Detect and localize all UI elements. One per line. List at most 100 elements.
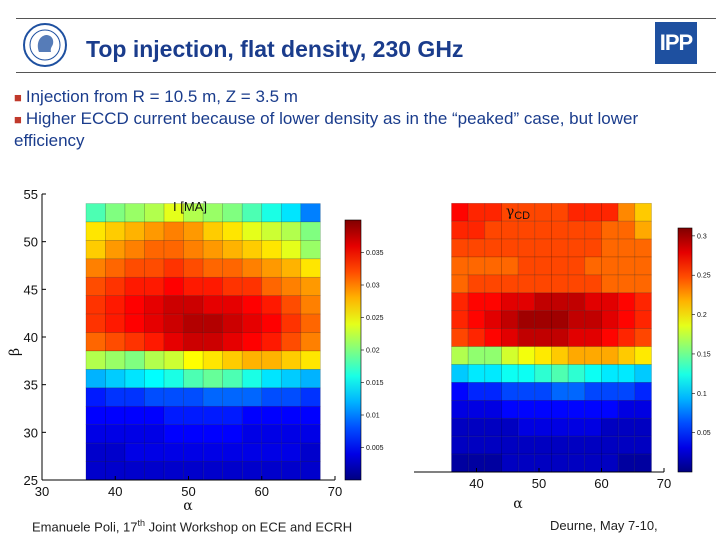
heatmap-cell bbox=[163, 461, 184, 481]
heatmap-cell bbox=[261, 313, 282, 333]
heatmap-cell bbox=[300, 442, 321, 462]
heatmap-cell bbox=[85, 387, 106, 407]
institute-seal-logo bbox=[23, 23, 67, 67]
heatmap-cell bbox=[601, 417, 619, 437]
heatmap-cell bbox=[601, 310, 619, 329]
heatmap-cell bbox=[300, 295, 321, 315]
heatmap-cell bbox=[617, 256, 636, 276]
heatmap-cell bbox=[85, 295, 106, 315]
heatmap-cell bbox=[202, 295, 223, 315]
heatmap-cell bbox=[105, 387, 126, 407]
heatmap-cell bbox=[124, 276, 145, 296]
heatmap-cell bbox=[124, 295, 145, 315]
heatmap-cell bbox=[144, 221, 165, 241]
heatmap-cell bbox=[85, 221, 106, 241]
heatmap-cell bbox=[551, 220, 569, 240]
heatmap-cell bbox=[467, 364, 486, 383]
heatmap-cell bbox=[105, 442, 126, 462]
heatmap-cell bbox=[601, 292, 619, 312]
heatmap-cell bbox=[567, 346, 586, 365]
heatmap-cell bbox=[222, 258, 243, 278]
heatmap-cell bbox=[634, 453, 652, 473]
heatmap-cell bbox=[144, 313, 165, 333]
heatmap-cell bbox=[183, 405, 204, 426]
heatmap-cell bbox=[163, 313, 184, 333]
heatmap-cell bbox=[144, 442, 165, 462]
y-tick-label: 25 bbox=[24, 473, 38, 488]
heatmap-cell bbox=[222, 295, 243, 315]
heatmap-cell bbox=[467, 256, 486, 276]
heatmap-cell bbox=[451, 310, 469, 329]
heatmap-cell bbox=[183, 350, 204, 370]
heatmap-cell bbox=[280, 221, 302, 241]
heatmap-cell bbox=[222, 221, 243, 241]
heatmap-cell bbox=[261, 387, 282, 407]
heatmap-cell bbox=[300, 405, 321, 426]
heatmap-cell bbox=[222, 332, 243, 352]
heatmap-cell bbox=[261, 276, 282, 296]
heatmap-cell bbox=[202, 369, 223, 389]
heatmap-cell bbox=[467, 417, 486, 437]
heatmap-cell bbox=[85, 258, 106, 278]
heatmap-cell bbox=[584, 417, 602, 437]
heatmap-cell bbox=[280, 424, 302, 444]
x-axis-label: α bbox=[513, 496, 523, 512]
heatmap-cell bbox=[222, 442, 243, 462]
y-tick-label: 30 bbox=[24, 425, 38, 440]
heatmap-cell bbox=[634, 400, 652, 419]
heatmap-cell bbox=[241, 461, 263, 481]
heatmap-cell bbox=[241, 295, 263, 315]
heatmap-cell bbox=[124, 221, 145, 241]
heatmap-cell bbox=[300, 203, 321, 223]
heatmap-cell bbox=[584, 382, 602, 401]
heatmap-cell bbox=[467, 292, 486, 312]
y-tick-label: 35 bbox=[24, 378, 38, 393]
heatmap-cell bbox=[634, 382, 652, 401]
heatmap-cell bbox=[300, 369, 321, 389]
heatmap-cell bbox=[222, 313, 243, 333]
heatmap-cell bbox=[451, 328, 469, 347]
page-title: Top injection, flat density, 230 GHz bbox=[86, 36, 464, 62]
heatmap-cell bbox=[163, 405, 184, 426]
x-tick-label: 70 bbox=[328, 484, 342, 499]
y-tick-label: 45 bbox=[24, 282, 38, 297]
heatmap-cell bbox=[183, 387, 204, 407]
heatmap-cell bbox=[105, 295, 126, 315]
heatmap-cell bbox=[183, 369, 204, 389]
heatmap-cell bbox=[534, 274, 552, 294]
heatmap-cell bbox=[584, 453, 602, 473]
heatmap-cell bbox=[534, 220, 552, 240]
heatmap-cell bbox=[241, 276, 263, 296]
heatmap-cell bbox=[280, 332, 302, 352]
heatmap-cell bbox=[567, 328, 586, 347]
heatmap-cell bbox=[601, 382, 619, 401]
heatmap-cell bbox=[222, 203, 243, 223]
heatmap-cell bbox=[584, 238, 602, 258]
heatmap-cell bbox=[534, 364, 552, 383]
heatmap-cell bbox=[183, 276, 204, 296]
heatmap-cell bbox=[617, 400, 636, 419]
heatmap-cell bbox=[451, 400, 469, 419]
heatmap-cell bbox=[584, 256, 602, 276]
heatmap-cell bbox=[261, 405, 282, 426]
heatmap-cell bbox=[501, 417, 519, 437]
ipp-logo: IPP bbox=[655, 22, 697, 64]
heatmap-cell bbox=[183, 332, 204, 352]
heatmap-cell bbox=[85, 350, 106, 370]
heatmap-cell bbox=[484, 292, 502, 312]
heatmap-cell bbox=[467, 346, 486, 365]
heatmap-cell bbox=[105, 369, 126, 389]
heatmap-cell bbox=[144, 387, 165, 407]
heatmap-cell bbox=[501, 310, 519, 329]
heatmap-cell bbox=[617, 328, 636, 347]
heatmap-cell bbox=[261, 424, 282, 444]
heatmap-cell bbox=[601, 202, 619, 222]
heatmap-cell bbox=[601, 274, 619, 294]
heatmap-cell bbox=[467, 310, 486, 329]
heatmap-cell bbox=[617, 364, 636, 383]
heatmap-cell bbox=[501, 364, 519, 383]
heatmap-cell bbox=[551, 364, 569, 383]
heatmap-cell bbox=[163, 258, 184, 278]
heatmap-cell bbox=[517, 220, 536, 240]
